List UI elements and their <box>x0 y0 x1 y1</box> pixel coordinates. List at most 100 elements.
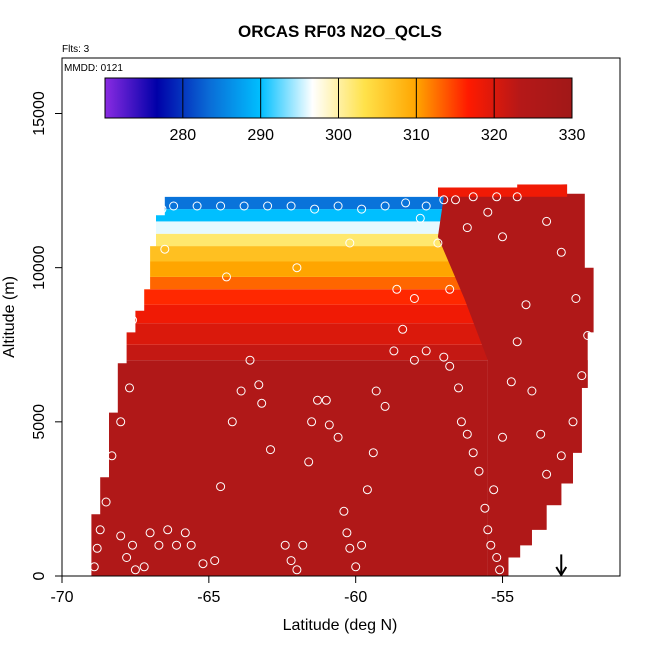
sample-point <box>163 525 173 535</box>
sample-point <box>116 417 126 427</box>
sample-point <box>216 201 226 211</box>
sample-point <box>227 417 237 427</box>
sample-point <box>342 528 352 538</box>
sample-point <box>92 543 102 553</box>
sample-point <box>421 201 431 211</box>
heatmap-cells <box>91 184 594 576</box>
sample-point <box>292 565 302 575</box>
sample-point <box>362 485 372 495</box>
sample-point <box>483 525 493 535</box>
sample-point <box>462 429 472 439</box>
sample-point <box>462 223 472 233</box>
date-annotation: MMDD: 0121 <box>64 63 123 74</box>
sample-point <box>145 232 155 242</box>
sample-point <box>536 429 546 439</box>
sample-point <box>345 543 355 553</box>
sample-point <box>286 556 296 566</box>
sample-point <box>139 562 149 572</box>
sample-point <box>583 331 593 340</box>
sample-point <box>310 204 320 214</box>
sample-point <box>257 398 267 408</box>
sample-point <box>371 386 381 396</box>
sample-point <box>101 497 111 507</box>
sample-point <box>506 377 516 387</box>
sample-point <box>222 272 231 282</box>
heatmap-band <box>91 289 488 305</box>
x-tick-label: -60 <box>344 589 367 606</box>
colorbar-tick-label: 290 <box>247 127 274 144</box>
arrow-marker <box>555 554 568 576</box>
sample-point <box>357 204 367 214</box>
heatmap-band <box>91 221 488 234</box>
sample-point <box>409 355 419 365</box>
sample-point <box>333 432 343 442</box>
sample-point <box>486 540 496 550</box>
plot-frame <box>61 57 621 577</box>
sample-point <box>210 556 220 566</box>
sample-point <box>415 213 425 223</box>
sample-point <box>157 204 167 214</box>
sample-point <box>439 195 449 205</box>
sample-point <box>95 525 105 535</box>
sample-point <box>169 201 179 211</box>
sample-point <box>468 448 478 458</box>
sample-point <box>136 278 146 288</box>
heatmap-band <box>91 360 488 576</box>
colorbar-tick-label: 320 <box>481 127 508 144</box>
flights-annotation: Flts: 3 <box>62 44 90 55</box>
sample-point <box>89 562 99 572</box>
sample-point <box>480 503 490 513</box>
y-tick-label: 5000 <box>31 404 48 440</box>
sample-point <box>172 540 181 550</box>
sample-point <box>154 540 164 550</box>
sample-point <box>451 195 460 205</box>
sample-point <box>483 207 493 217</box>
heatmap-band <box>91 233 488 247</box>
y-tick-label: 15000 <box>31 91 48 136</box>
heatmap-east-fill <box>487 360 594 576</box>
sample-point <box>409 294 419 303</box>
x-tick-label: -55 <box>491 589 514 606</box>
sample-point <box>216 482 226 492</box>
sample-point <box>495 565 505 575</box>
sample-point <box>130 565 140 575</box>
sample-point <box>512 337 522 347</box>
heatmap-band <box>91 304 488 324</box>
heatmap-band <box>91 209 488 222</box>
sample-point <box>145 528 155 538</box>
sample-point <box>304 457 314 467</box>
sample-point <box>298 540 308 550</box>
heatmap-band <box>91 323 488 345</box>
sample-point <box>392 284 402 294</box>
sample-point <box>254 380 264 390</box>
colorbar-ticks: 280 290 300 310 320 330 <box>169 78 585 144</box>
sample-point <box>571 294 581 303</box>
heatmap-band <box>91 344 488 361</box>
sample-point <box>324 420 334 430</box>
sample-point <box>122 553 132 562</box>
heatmap-band <box>91 276 488 290</box>
plot-area <box>89 184 594 576</box>
chart-title: ORCAS RF03 N2O_QCLS <box>238 22 442 41</box>
sample-point <box>454 383 463 393</box>
sample-point <box>577 371 587 381</box>
y-axis-label: Altitude (m) <box>1 276 18 358</box>
y-tick-label: 10000 <box>31 245 48 290</box>
sample-point <box>245 355 255 365</box>
colorbar-tick-label: 310 <box>403 127 430 144</box>
sample-point <box>345 238 355 248</box>
sample-point <box>456 417 466 427</box>
arrow-head <box>555 566 568 576</box>
sample-point <box>489 485 499 495</box>
sample-point <box>542 216 552 226</box>
sample-point <box>198 559 208 569</box>
sample-point <box>321 395 331 405</box>
sample-point <box>239 201 249 211</box>
sample-point <box>128 315 137 325</box>
sample-point <box>107 451 117 461</box>
x-axis: -70 -65 -60 -55 <box>50 576 514 606</box>
y-axis: 0 5000 10000 15000 <box>31 91 62 580</box>
sample-point <box>339 506 349 516</box>
sample-point <box>433 238 443 248</box>
